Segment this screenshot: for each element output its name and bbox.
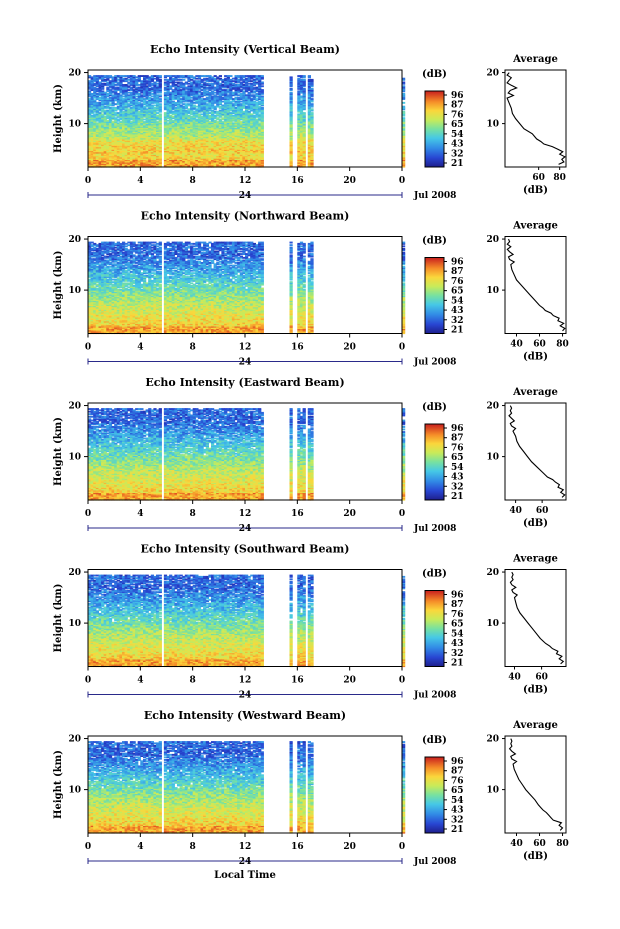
- heatmap-cell: [229, 75, 232, 77]
- colorbar-tick-label: 43: [451, 140, 464, 150]
- heatmap-cell: [159, 79, 162, 81]
- heatmap-title: Echo Intensity (Vertical Beam): [150, 43, 340, 56]
- heatmap-cell: [159, 75, 162, 77]
- panel-1: Echo Intensity (Vertical Beam) 20 10 Height…: [53, 43, 566, 201]
- average-y-tick-label: 20: [486, 69, 499, 79]
- heatmap-cell: [303, 79, 306, 81]
- x-tick-label: 0: [399, 176, 405, 186]
- day-label: 24: [239, 191, 252, 201]
- y-tick-label: 20: [68, 69, 81, 79]
- x-tick-label: 16: [291, 176, 304, 186]
- heatmap-cell: [159, 113, 162, 115]
- heatmap-cell: [310, 108, 313, 110]
- colorbar-tick-label: 54: [451, 130, 464, 140]
- echo-intensity-figure: Echo Intensity (Vertical Beam) 20 10 Height…: [0, 0, 620, 929]
- average-y-tick-label: 10: [486, 120, 499, 130]
- heatmap-cell: [310, 103, 313, 105]
- heatmap-cell: [303, 112, 306, 114]
- heatmap-cell: [310, 88, 313, 90]
- x-tick-label: 4: [137, 176, 143, 186]
- heatmap-cell: [290, 88, 293, 90]
- heatmap-cell: [261, 75, 264, 77]
- heatmap-cell: [290, 76, 293, 78]
- heatmap-cell: [261, 82, 264, 84]
- heatmap-cells: [88, 242, 405, 335]
- heatmap-cell: [261, 96, 264, 98]
- heatmap-cell: [303, 75, 306, 77]
- heatmap-cell: [261, 107, 264, 109]
- heatmap-cell: [310, 98, 313, 100]
- colorbar: [425, 91, 444, 167]
- date-label: Jul 2008: [413, 191, 456, 201]
- colorbar-tick-label: 87: [451, 101, 464, 111]
- colorbar-tick-label: 65: [451, 120, 464, 130]
- heatmap-cell: [159, 98, 162, 100]
- average-x-label: (dB): [523, 185, 548, 196]
- y-axis-label: Height (km): [53, 84, 64, 153]
- heatmap-cell: [159, 94, 162, 96]
- heatmap-cell: [310, 112, 313, 114]
- heatmap-cell: [261, 85, 264, 87]
- heatmap-cell: [182, 79, 185, 81]
- heatmap-cell: [303, 88, 306, 90]
- average-frame: [505, 70, 566, 167]
- y-tick-label: 10: [68, 120, 81, 130]
- heatmap-cell: [219, 75, 222, 77]
- heatmap-cell: [290, 92, 293, 94]
- x-tick-label: 12: [239, 176, 252, 186]
- colorbar-tick-label: 21: [451, 159, 464, 169]
- heatmap-cell: [159, 103, 162, 105]
- panel-2: Echo Intensity (Northward Beam)2010Heigh…: [53, 210, 569, 368]
- colorbar-unit: (dB): [422, 69, 447, 80]
- x-tick-label: 8: [190, 176, 196, 186]
- heatmap-cell: [308, 75, 311, 77]
- heatmap-cell: [310, 79, 313, 81]
- colorbar-tick-label: 96: [451, 91, 464, 101]
- x-tick-label: 0: [85, 176, 91, 186]
- average-x-tick-label: 80: [553, 173, 566, 183]
- heatmap-cells: [88, 75, 405, 167]
- colorbar-tick-label: 76: [451, 110, 464, 120]
- x-tick-label: 20: [343, 176, 356, 186]
- average-profile-line: [507, 73, 565, 165]
- heatmap-title: Echo Intensity (Northward Beam): [141, 210, 350, 223]
- heatmap-cell: [261, 89, 264, 91]
- average-title: Average: [512, 54, 558, 65]
- average-x-tick-label: 60: [532, 173, 545, 183]
- colorbar-tick-label: 32: [451, 149, 464, 159]
